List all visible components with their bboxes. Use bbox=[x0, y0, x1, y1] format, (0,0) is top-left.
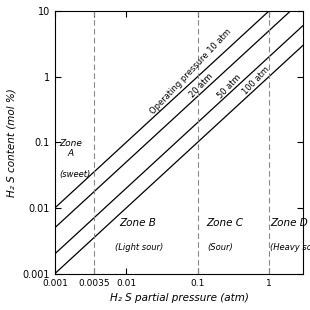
Text: 100 atm: 100 atm bbox=[241, 65, 272, 96]
Text: Zone C: Zone C bbox=[206, 218, 243, 228]
Text: (sweet): (sweet) bbox=[59, 170, 91, 179]
Text: 50 atm: 50 atm bbox=[215, 72, 242, 100]
Text: Zone B: Zone B bbox=[119, 218, 156, 228]
Y-axis label: H₂ S content (mol %): H₂ S content (mol %) bbox=[7, 88, 17, 197]
Text: Operating pressure 10 atm: Operating pressure 10 atm bbox=[148, 27, 233, 116]
Text: Zone
A: Zone A bbox=[59, 139, 82, 158]
Text: (Light sour): (Light sour) bbox=[115, 243, 163, 252]
Text: (Sour): (Sour) bbox=[207, 243, 233, 252]
Text: Zone D: Zone D bbox=[271, 218, 308, 228]
X-axis label: H₂ S partial pressure (atm): H₂ S partial pressure (atm) bbox=[109, 293, 248, 303]
Text: 20 atm: 20 atm bbox=[188, 72, 215, 100]
Text: (Heavy sour): (Heavy sour) bbox=[270, 243, 310, 252]
